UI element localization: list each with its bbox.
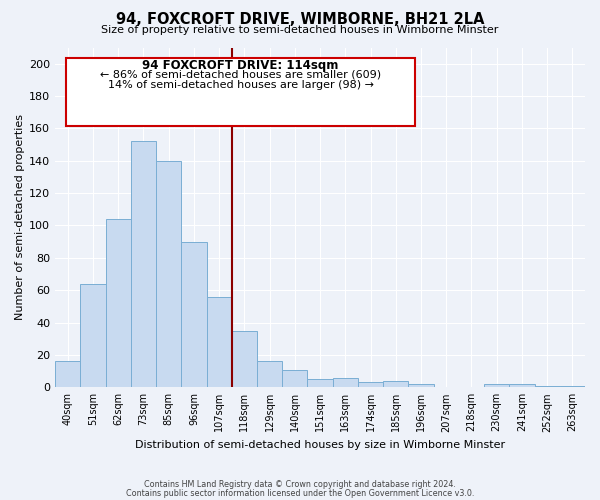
Text: ← 86% of semi-detached houses are smaller (609): ← 86% of semi-detached houses are smalle… xyxy=(100,70,381,80)
Bar xyxy=(409,384,434,388)
Bar xyxy=(106,219,131,388)
X-axis label: Distribution of semi-detached houses by size in Wimborne Minster: Distribution of semi-detached houses by … xyxy=(135,440,505,450)
Bar xyxy=(156,161,181,388)
Bar xyxy=(232,330,257,388)
Text: Contains HM Land Registry data © Crown copyright and database right 2024.: Contains HM Land Registry data © Crown c… xyxy=(144,480,456,489)
Bar xyxy=(80,284,106,388)
Bar xyxy=(257,362,282,388)
Bar xyxy=(131,142,156,388)
Bar xyxy=(560,386,585,388)
Bar xyxy=(509,384,535,388)
Bar xyxy=(484,384,509,388)
Text: 14% of semi-detached houses are larger (98) →: 14% of semi-detached houses are larger (… xyxy=(107,80,374,90)
Bar xyxy=(332,378,358,388)
Text: 94, FOXCROFT DRIVE, WIMBORNE, BH21 2LA: 94, FOXCROFT DRIVE, WIMBORNE, BH21 2LA xyxy=(116,12,484,28)
Bar xyxy=(55,362,80,388)
Bar xyxy=(307,379,332,388)
Bar xyxy=(206,296,232,388)
Y-axis label: Number of semi-detached properties: Number of semi-detached properties xyxy=(15,114,25,320)
Text: Size of property relative to semi-detached houses in Wimborne Minster: Size of property relative to semi-detach… xyxy=(101,25,499,35)
Bar xyxy=(535,386,560,388)
Bar xyxy=(282,370,307,388)
Bar xyxy=(383,381,409,388)
Text: 94 FOXCROFT DRIVE: 114sqm: 94 FOXCROFT DRIVE: 114sqm xyxy=(142,60,339,72)
FancyBboxPatch shape xyxy=(66,58,415,126)
Bar xyxy=(358,382,383,388)
Bar xyxy=(181,242,206,388)
Text: Contains public sector information licensed under the Open Government Licence v3: Contains public sector information licen… xyxy=(126,488,474,498)
